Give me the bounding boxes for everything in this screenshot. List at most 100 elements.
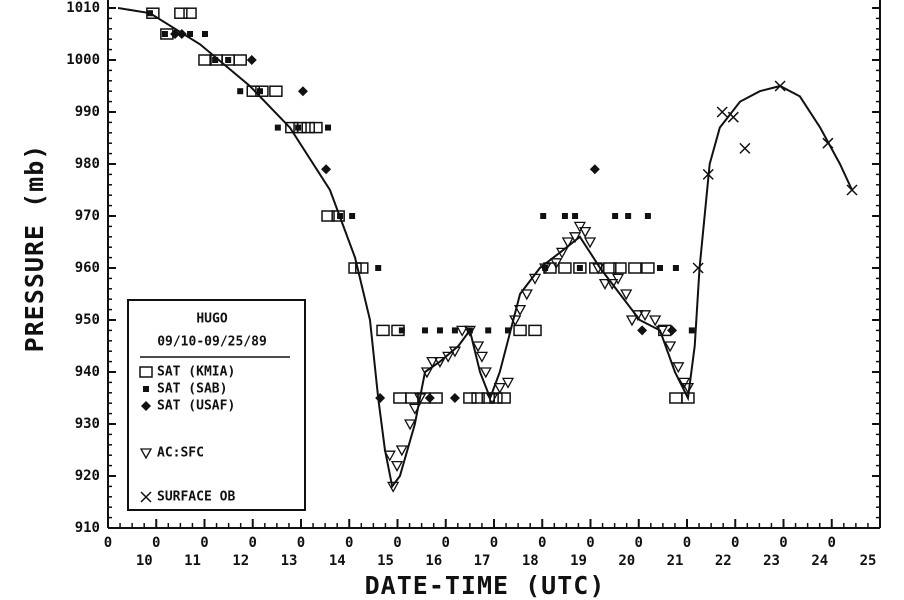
point xyxy=(558,262,572,274)
x-tick-label: 0 xyxy=(200,535,208,551)
point xyxy=(573,221,586,233)
point xyxy=(576,265,583,271)
point xyxy=(625,213,632,219)
point xyxy=(504,327,511,334)
point xyxy=(141,401,151,411)
point xyxy=(456,325,469,337)
x-day-label: 24 xyxy=(811,553,828,569)
legend-label: SAT (USAF) xyxy=(157,399,235,414)
point xyxy=(573,262,587,274)
y-tick-label: 930 xyxy=(75,416,100,432)
point xyxy=(463,325,476,337)
x-day-label: 18 xyxy=(522,553,539,569)
y-tick-label: 980 xyxy=(75,156,100,172)
y-tick-label: 970 xyxy=(75,208,100,224)
point xyxy=(513,324,527,337)
legend-title: HUGO xyxy=(196,312,227,327)
point xyxy=(479,367,492,379)
x-tick-label: 0 xyxy=(442,535,450,551)
point xyxy=(140,491,152,503)
point xyxy=(649,315,662,327)
point xyxy=(393,392,407,404)
y-tick-label: 1000 xyxy=(66,52,100,68)
x-day-label: 19 xyxy=(570,553,587,569)
point xyxy=(387,481,400,493)
point xyxy=(611,273,625,285)
point xyxy=(598,278,612,290)
point xyxy=(348,262,362,274)
y-axis-title: PRESSURE (mb) xyxy=(20,144,49,353)
point xyxy=(667,325,678,336)
x-day-label: 14 xyxy=(329,553,346,569)
point xyxy=(436,327,443,334)
point xyxy=(638,310,652,322)
legend: HUGO 09/10-09/25/89 SAT (KMIA) SAT (SAB) SAT… xyxy=(127,299,306,511)
x-day-label: 20 xyxy=(618,553,635,569)
point xyxy=(269,85,283,97)
point xyxy=(233,54,247,66)
point xyxy=(237,88,244,95)
legend-box xyxy=(127,299,306,511)
point xyxy=(161,31,168,37)
point xyxy=(589,164,600,175)
point xyxy=(426,356,439,368)
x-tick-label: 0 xyxy=(683,535,691,551)
x-day-label: 17 xyxy=(474,553,491,569)
point xyxy=(540,213,547,219)
point xyxy=(572,213,579,219)
point xyxy=(620,289,633,301)
x-day-label: 11 xyxy=(184,553,201,569)
point xyxy=(422,327,429,334)
point xyxy=(375,265,382,271)
track-line xyxy=(117,7,853,489)
point xyxy=(143,386,149,392)
x-tick-label: 0 xyxy=(345,535,353,551)
point xyxy=(497,392,511,404)
y-tick-label: 940 xyxy=(75,364,100,380)
point xyxy=(325,124,332,131)
legend-subtitle: 09/10-09/25/89 xyxy=(157,335,267,350)
point xyxy=(383,450,396,462)
point xyxy=(390,460,404,472)
point xyxy=(625,315,639,327)
y-tick-label: 950 xyxy=(75,312,100,328)
point xyxy=(201,31,208,37)
point xyxy=(641,262,655,274)
point xyxy=(485,327,492,334)
y-tick-label: 910 xyxy=(75,520,100,536)
point xyxy=(301,121,315,134)
point xyxy=(716,106,728,118)
x-tick-label: 0 xyxy=(297,535,305,551)
point xyxy=(471,341,485,353)
point xyxy=(398,327,405,334)
point xyxy=(603,262,617,274)
x-tick-label: 0 xyxy=(490,535,498,551)
point xyxy=(612,213,619,219)
point xyxy=(375,393,386,403)
point xyxy=(256,88,263,95)
x-day-label: 13 xyxy=(281,553,298,569)
legend-label: SAT (SAB) xyxy=(157,382,227,397)
point xyxy=(739,142,751,154)
legend-label: AC:SFC xyxy=(157,446,204,461)
y-tick-label: 1010 xyxy=(66,0,100,16)
x-day-label: 21 xyxy=(667,553,684,569)
point xyxy=(321,210,335,222)
point xyxy=(349,213,356,219)
point xyxy=(528,324,542,337)
x-day-label: 12 xyxy=(232,553,249,569)
x-day-label: 16 xyxy=(425,553,442,569)
point xyxy=(463,392,477,404)
point xyxy=(628,262,642,274)
point xyxy=(139,448,153,460)
x-axis-title: DATE-TIME (UTC) xyxy=(365,571,606,600)
point xyxy=(644,213,651,219)
x-tick-label: 0 xyxy=(779,535,787,551)
x-tick-label: 0 xyxy=(104,535,112,551)
x-day-label: 22 xyxy=(715,553,732,569)
point xyxy=(664,341,677,353)
point xyxy=(183,7,197,19)
x-tick-label: 0 xyxy=(538,535,546,551)
point xyxy=(669,392,683,404)
